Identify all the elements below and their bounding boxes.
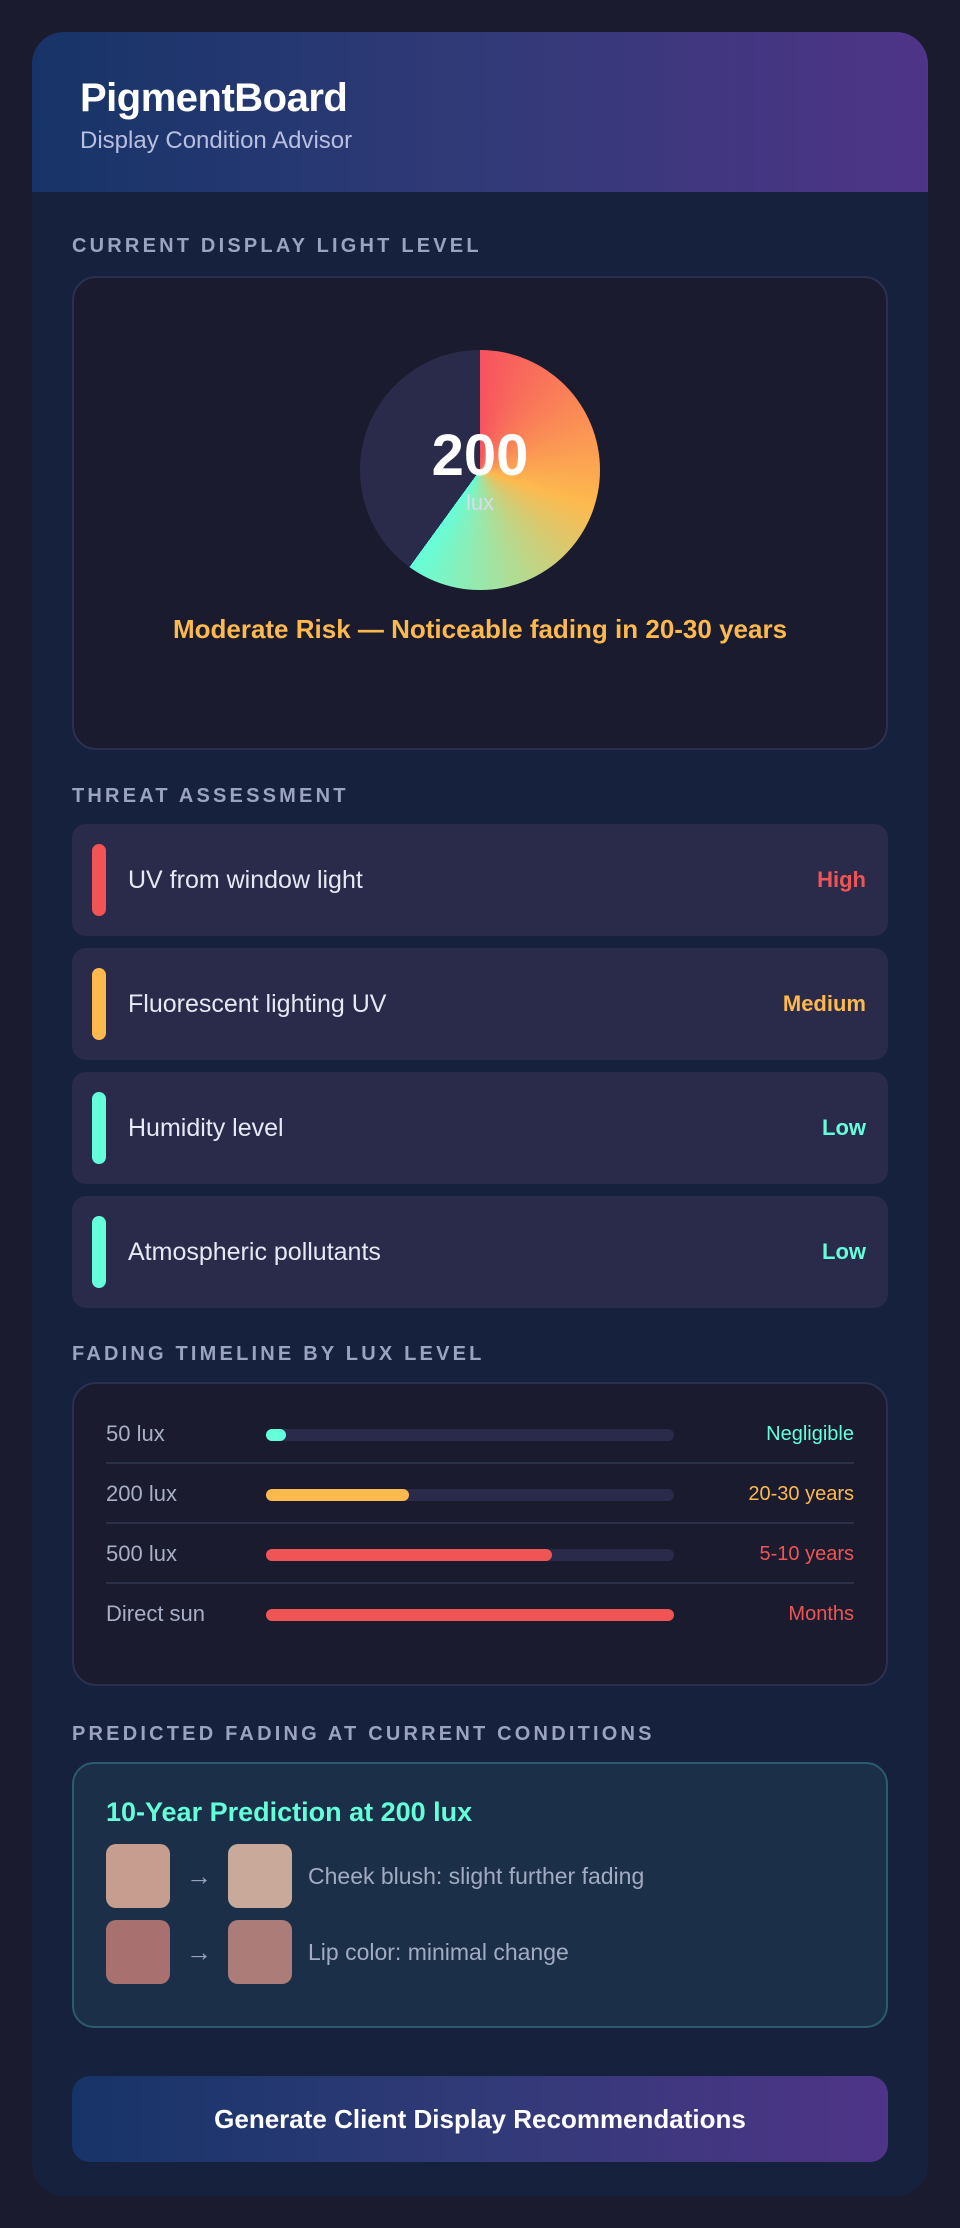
timeline-row-label: 500 lux xyxy=(106,1541,177,1566)
timeline-track xyxy=(266,1609,674,1621)
prediction-title: 10-Year Prediction at 200 lux xyxy=(106,1797,473,1827)
app-header: PigmentBoard Display Condition Advisor xyxy=(32,32,928,192)
threat-item-uv-window[interactable]: UV from window light High xyxy=(72,824,888,936)
threat-name: Humidity level xyxy=(128,1114,284,1142)
timeline-row-200-lux: 200 lux 20-30 years xyxy=(106,1464,854,1524)
prediction-row-cheek: → Cheek blush: slight further fading xyxy=(106,1844,854,1908)
fading-timeline-card: 50 lux Negligible 200 lux 20-30 years 50… xyxy=(72,1382,888,1686)
threat-level: Medium xyxy=(782,991,866,1016)
threat-item-fluorescent-uv[interactable]: Fluorescent lighting UV Medium xyxy=(72,948,888,1060)
timeline-result: 5-10 years xyxy=(759,1543,855,1565)
timeline-result: Months xyxy=(788,1603,854,1625)
threat-item-humidity[interactable]: Humidity level Low xyxy=(72,1072,888,1184)
timeline-row-50-lux: 50 lux Negligible xyxy=(106,1404,854,1464)
app-subtitle: Display Condition Advisor xyxy=(80,127,353,154)
threat-level: Low xyxy=(822,1115,866,1140)
timeline-fill xyxy=(266,1489,409,1501)
timeline-track xyxy=(266,1549,674,1561)
prediction-card: 10-Year Prediction at 200 lux → Cheek bl… xyxy=(72,1762,888,2028)
timeline-row-500-lux: 500 lux 5-10 years xyxy=(106,1524,854,1584)
threat-indicator-bar xyxy=(92,1092,106,1164)
prediction-text: Lip color: minimal change xyxy=(308,1938,569,1965)
arrow-right-icon: → xyxy=(186,1936,212,1967)
threat-indicator-bar xyxy=(92,844,106,916)
app-title: PigmentBoard xyxy=(80,76,348,120)
timeline-track xyxy=(266,1429,674,1441)
threat-level: High xyxy=(817,867,866,892)
before-color-swatch xyxy=(106,1920,170,1984)
lux-unit: lux xyxy=(465,490,495,515)
risk-summary: Moderate Risk — Noticeable fading in 20-… xyxy=(172,614,788,644)
main-content: CURRENT DISPLAY LIGHT LEVEL 200 lux Mode… xyxy=(32,234,928,2162)
timeline-result: 20-30 years xyxy=(748,1483,854,1505)
timeline-fill xyxy=(266,1549,552,1561)
lux-value: 200 xyxy=(431,423,529,488)
prediction-row-lip: → Lip color: minimal change xyxy=(106,1920,854,1984)
timeline-track xyxy=(266,1489,674,1501)
threat-indicator-bar xyxy=(92,1216,106,1288)
timeline-row-label: Direct sun xyxy=(106,1601,206,1626)
threat-indicator-bar xyxy=(92,968,106,1040)
after-color-swatch xyxy=(228,1844,292,1908)
arrow-right-icon: → xyxy=(186,1860,212,1891)
generate-recommendations-button[interactable]: Generate Client Display Recommendations xyxy=(72,2076,888,2162)
threat-item-pollutants[interactable]: Atmospheric pollutants Low xyxy=(72,1196,888,1308)
threat-name: Atmospheric pollutants xyxy=(128,1238,381,1266)
timeline-section-label: FADING TIMELINE BY LUX LEVEL xyxy=(72,1343,485,1365)
timeline-row-label: 50 lux xyxy=(106,1421,165,1446)
threat-list: UV from window light High Fluorescent li… xyxy=(72,824,888,1308)
threat-section-label: THREAT ASSESSMENT xyxy=(72,785,349,807)
prediction-text: Cheek blush: slight further fading xyxy=(308,1862,645,1889)
threat-name: UV from window light xyxy=(128,866,363,894)
timeline-row-label: 200 lux xyxy=(106,1481,177,1506)
light-level-section-label: CURRENT DISPLAY LIGHT LEVEL xyxy=(72,235,482,257)
timeline-fill xyxy=(266,1609,674,1621)
threat-name: Fluorescent lighting UV xyxy=(128,990,387,1018)
app-container: PigmentBoard Display Condition Advisor C… xyxy=(32,32,928,2196)
before-color-swatch xyxy=(106,1844,170,1908)
timeline-fill xyxy=(266,1429,287,1441)
timeline-result: Negligible xyxy=(766,1423,854,1445)
threat-level: Low xyxy=(822,1239,866,1264)
timeline-row-direct-sun: Direct sun Months xyxy=(106,1584,854,1644)
after-color-swatch xyxy=(228,1920,292,1984)
light-level-card: 200 lux Moderate Risk — Noticeable fadin… xyxy=(72,276,888,750)
prediction-section-label: PREDICTED FADING AT CURRENT CONDITIONS xyxy=(72,1723,655,1745)
lux-dial xyxy=(360,350,600,590)
